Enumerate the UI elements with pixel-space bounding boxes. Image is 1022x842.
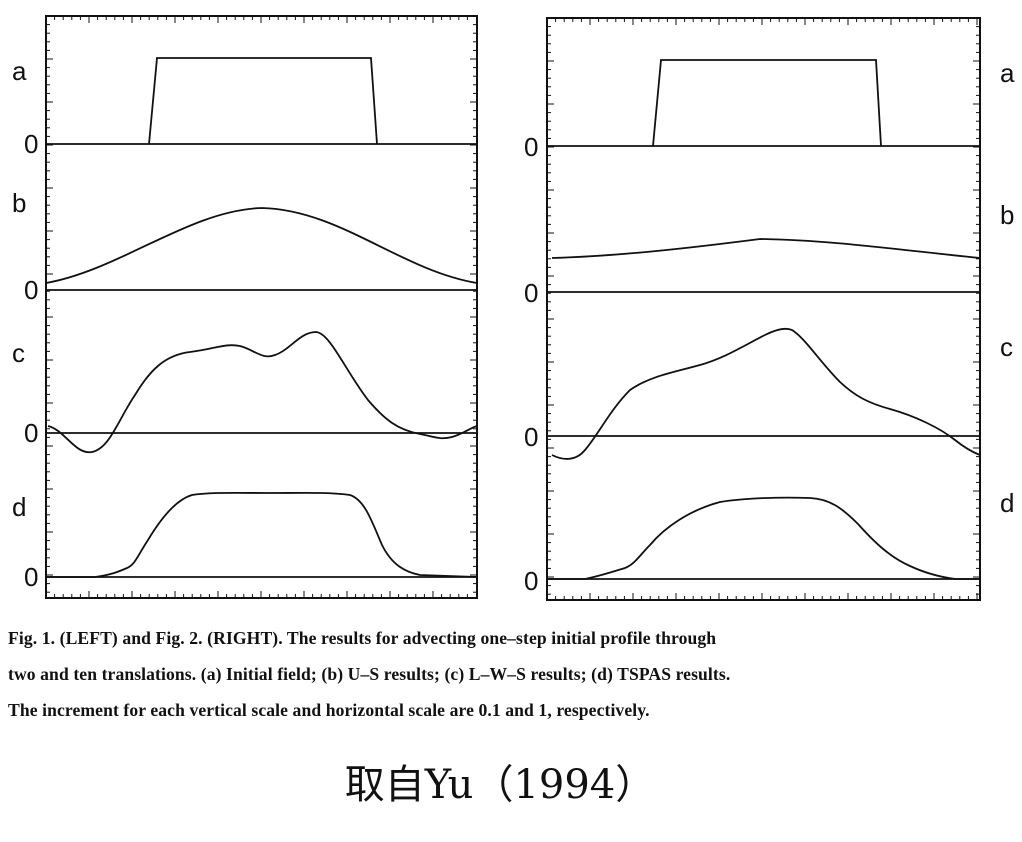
right-panel-d-letter: d [1000, 488, 1014, 518]
left-panel-c-curve [47, 331, 478, 453]
left-panel-b-zero-label: 0 [24, 275, 38, 305]
left-figure-frame [45, 15, 478, 599]
right-panel-c-zero-label: 0 [524, 422, 538, 452]
right-panel-d-zero-label: 0 [524, 566, 538, 596]
right-panel-a-curve [652, 59, 882, 147]
right-panel-c-curve [551, 327, 981, 460]
right-panel-b-zero-label: 0 [524, 278, 538, 308]
right-panel-d-curve [547, 496, 980, 580]
left-panel-a-zero-label: 0 [24, 129, 38, 159]
left-panel-c-zero-label: 0 [24, 418, 38, 448]
caption-line: The increment for each vertical scale an… [8, 700, 650, 720]
right-panel-b-curve [551, 238, 981, 259]
right-figure-ticks [547, 18, 980, 600]
figure-panels: a 0 b 0 c 0 d 0 a 0 b 0 c 0 d 0 [12, 15, 1015, 601]
right-panel-a-letter: a [1000, 58, 1015, 88]
left-panel-d-curve [46, 491, 478, 578]
left-panel-b-curve [45, 207, 478, 284]
left-panel-d-letter: d [12, 492, 26, 522]
left-panel-c-letter: c [12, 338, 25, 368]
source-citation: 取自Yu（1994） [344, 762, 656, 808]
left-figure: a 0 b 0 c 0 d 0 [12, 15, 478, 599]
caption-line: two and ten translations. (a) Initial fi… [8, 664, 731, 684]
left-figure-ticks [46, 16, 477, 598]
right-figure: a 0 b 0 c 0 d 0 [524, 17, 1015, 601]
left-panel-b-letter: b [12, 188, 26, 218]
caption-line: Fig. 1. (LEFT) and Fig. 2. (RIGHT). The … [8, 628, 717, 648]
left-panel-d-zero-label: 0 [24, 562, 38, 592]
right-panel-c-letter: c [1000, 332, 1013, 362]
right-panel-b-letter: b [1000, 200, 1014, 230]
right-figure-frame [546, 17, 981, 601]
figure-caption: Fig. 1. (LEFT) and Fig. 2. (RIGHT). The … [8, 620, 1008, 728]
left-panel-a-letter: a [12, 56, 27, 86]
right-panel-a-zero-label: 0 [524, 132, 538, 162]
left-panel-a-curve [148, 57, 378, 145]
